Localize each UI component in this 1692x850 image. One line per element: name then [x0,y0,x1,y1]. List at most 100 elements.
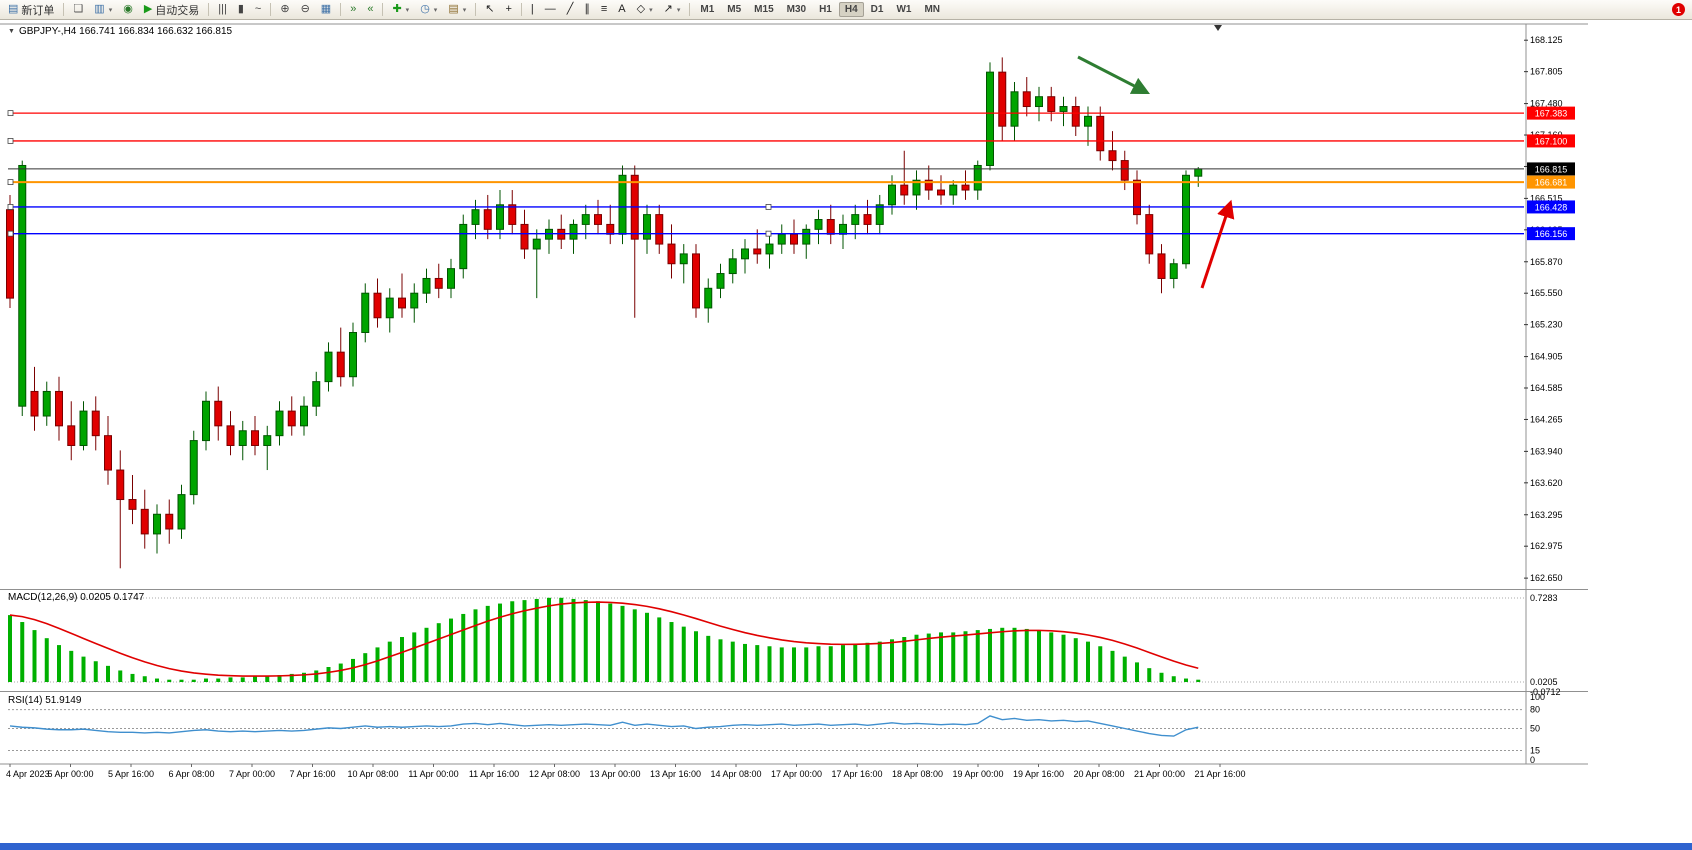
timeframe-mn[interactable]: MN [924,4,941,15]
arrow-tool-icon: ↗ [663,3,673,15]
templates-button[interactable]: ▤ ▾ [443,0,471,19]
price-tag-167.100: 167.100 [1535,136,1568,146]
timeframe-h1[interactable]: H1 [819,4,832,15]
trendline-button[interactable]: ╱ [562,0,579,19]
chart-canvas[interactable]: 168.125167.805167.480167.160166.840166.5… [0,20,1692,843]
fibonacci-icon: ≡ [600,3,608,15]
vertical-line-icon: | [530,3,534,15]
new-order-icon: ▤ [8,3,19,15]
horizontal-line-icon: — [544,3,556,15]
periods-icon: ◷ [420,3,430,15]
zoom-in-icon: ⊕ [280,3,290,15]
date-axis-label: 12 Apr 08:00 [529,769,580,779]
price-axis-label: 162.650 [1530,573,1563,583]
hline-166.428[interactable]: 166.428 [7,200,1575,214]
toolbar-separator [270,3,272,16]
bottom-taskbar [0,843,1692,850]
timeframe-m15[interactable]: M15 [754,4,774,15]
price-axis-label: 167.480 [1530,99,1563,109]
bar-chart-icon: ||| [218,3,227,15]
horizontal-line-button[interactable]: — [540,0,561,19]
new-order-button[interactable]: ▤ 新订单 [3,0,59,19]
rsi-axis-label: 100 [1530,692,1545,702]
candlestick-chart-button[interactable]: ▮ [233,0,249,19]
date-axis-label: 14 Apr 08:00 [710,769,761,779]
price-axis-label: 167.805 [1530,67,1563,77]
auto-scroll-button[interactable]: » [345,0,361,19]
candlestick-chart-icon: ▮ [237,3,244,15]
shapes-button[interactable]: ◇ ▾ [632,0,658,19]
profiles-button[interactable]: ▥ ▾ [89,0,117,19]
timeframe-w1[interactable]: W1 [896,4,912,15]
text-button[interactable]: A [613,0,630,19]
rsi-line [9,715,1199,737]
date-axis-label: 17 Apr 00:00 [771,769,822,779]
new-chart-button[interactable]: ❏ [68,0,88,19]
price-axis-label: 163.940 [1530,446,1563,456]
dropdown-caret-icon: ▾ [462,6,467,14]
timeframe-m5[interactable]: M5 [727,4,742,15]
tile-windows-icon: ▦ [320,3,332,15]
macd-axis-current: 0.0205 [1530,677,1558,687]
auto-trading-button[interactable]: ▶ 自动交易 [139,0,204,19]
chart-shift-marker[interactable] [1214,25,1222,31]
trendline-icon: ╱ [566,3,574,15]
hline-167.100[interactable]: 167.100 [7,134,1575,148]
date-axis-label: 21 Apr 16:00 [1194,769,1245,779]
timeframe-h4[interactable]: H4 [838,2,864,17]
hline-166.681[interactable]: 166.681 [7,175,1575,189]
notification-badge[interactable]: 1 [1672,3,1685,16]
price-axis-label: 162.975 [1530,541,1563,551]
date-axis-label: 5 Apr 16:00 [108,769,154,779]
fibonacci-button[interactable]: ≡ [596,0,612,19]
price-tag-166.156: 166.156 [1535,229,1568,239]
price-axis-label: 164.265 [1530,414,1563,424]
auto-trading-icon: ▶ [143,3,153,15]
indicators-button[interactable]: ✚ ▾ [387,0,414,19]
date-axis-label: 21 Apr 00:00 [1134,769,1185,779]
price-axis-label: 165.550 [1530,288,1563,298]
indicators-icon: ✚ [392,3,402,15]
price-axis-label: 164.905 [1530,352,1563,362]
periods-button[interactable]: ◷ ▾ [415,0,442,19]
price-axis-label: 165.870 [1530,257,1563,267]
channel-button[interactable]: ∥ [579,0,595,19]
hline-166.156[interactable]: 166.156 [7,227,1575,241]
crosshair-button[interactable]: + [500,0,516,19]
toolbar-separator [475,3,477,16]
date-axis-label: 19 Apr 00:00 [952,769,1003,779]
vertical-line-button[interactable]: | [526,0,539,19]
toolbar-separator [382,3,384,16]
new-chart-icon: ❏ [73,3,84,15]
hline-166.815[interactable]: 166.815 [8,162,1575,176]
macd-signal-line [9,601,1199,677]
timeframe-d1[interactable]: D1 [870,4,884,15]
price-tag-166.815: 166.815 [1535,164,1568,174]
bar-chart-button[interactable]: ||| [213,0,232,19]
zoom-in-button[interactable]: ⊕ [275,0,294,19]
hline-167.383[interactable]: 167.383 [7,106,1575,120]
refresh-button[interactable]: ◉ [118,0,138,19]
auto-scroll-icon: » [350,3,357,15]
toolbar-separator [208,3,210,16]
chart-shift-icon: « [367,3,374,15]
timeframe-m1[interactable]: M1 [700,4,715,15]
arrows-tool-button[interactable]: ↗ ▾ [659,0,686,19]
macd-histogram [8,597,1201,682]
rsi-axis-label: 80 [1530,705,1540,715]
price-axis-label: 163.295 [1530,510,1563,520]
date-axis-label: 19 Apr 16:00 [1013,769,1064,779]
timeframe-m30[interactable]: M30 [786,4,807,15]
line-chart-button[interactable]: ~ [250,0,266,19]
cursor-button[interactable]: ↖ [480,0,499,19]
macd-axis-min: -0.0712 [1530,687,1561,697]
price-axis-label: 163.620 [1530,478,1563,488]
tile-windows-button[interactable]: ▦ [316,0,336,19]
macd-axis-max: 0.7283 [1530,593,1558,603]
red-up-arrow[interactable] [1200,199,1235,289]
green-down-arrow[interactable] [1077,55,1151,95]
zoom-out-button[interactable]: ⊖ [296,0,315,19]
chart-window[interactable]: 168.125167.805167.480167.160166.840166.5… [0,20,1692,843]
chart-shift-button[interactable]: « [362,0,378,19]
